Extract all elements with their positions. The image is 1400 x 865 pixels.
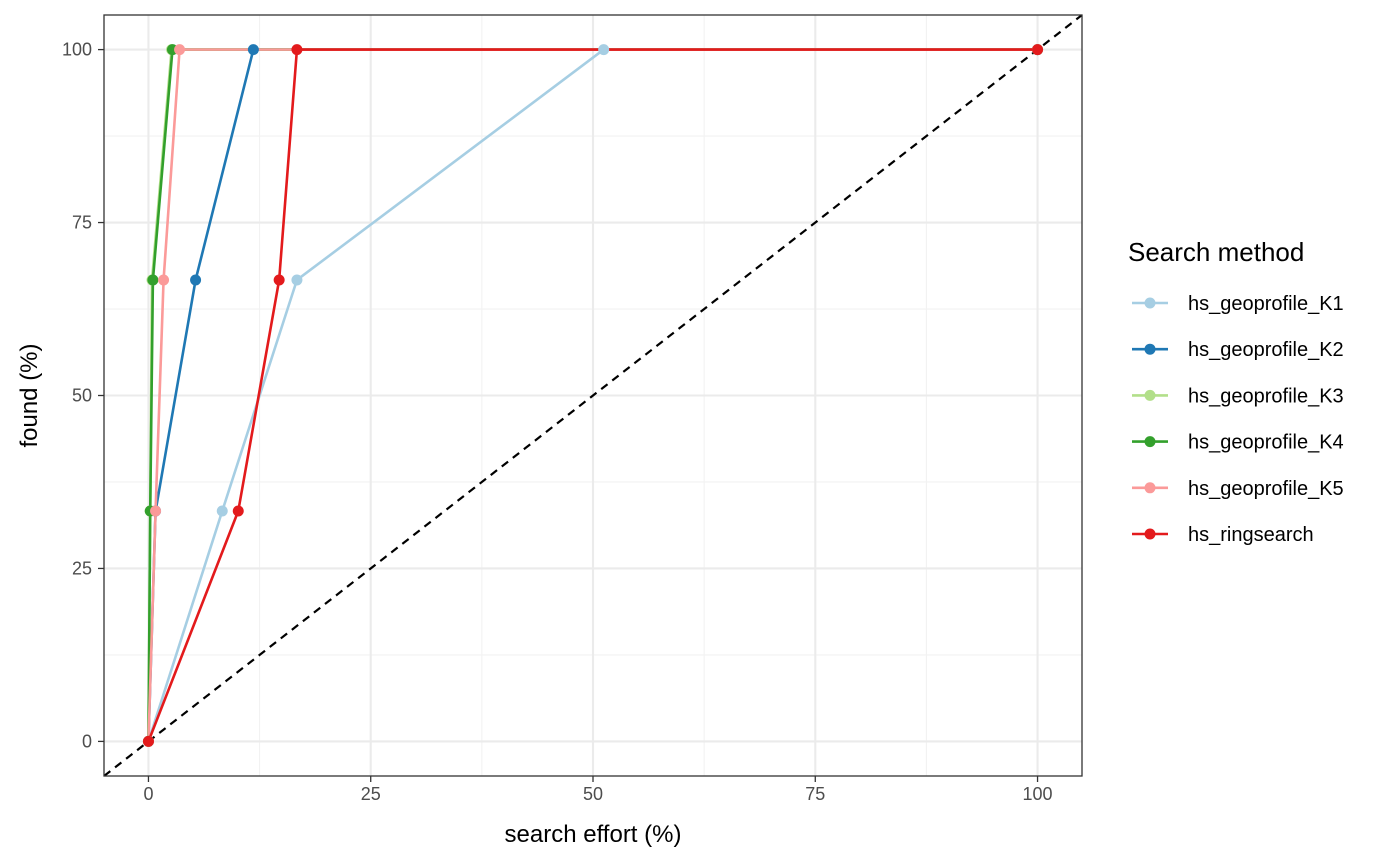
data-point-hs_geoprofile_K2: [247, 44, 259, 56]
legend-label: hs_geoprofile_K3: [1188, 385, 1344, 407]
legend-label: hs_geoprofile_K1: [1188, 293, 1344, 315]
legend-item-hs_geoprofile_K1: hs_geoprofile_K1: [1132, 293, 1344, 315]
legend-label: hs_geoprofile_K4: [1188, 432, 1344, 454]
x-tick-label: 50: [583, 784, 603, 804]
legend-key-point: [1144, 343, 1156, 355]
y-tick-label: 25: [72, 558, 92, 578]
legend-title: Search method: [1128, 237, 1304, 267]
data-point-hs_geoprofile_K1: [216, 505, 228, 517]
data-point-hs_ringsearch: [142, 735, 154, 747]
reference-line-diagonal: [104, 15, 1082, 776]
data-point-hs_geoprofile_K1: [598, 44, 610, 56]
legend-item-hs_geoprofile_K2: hs_geoprofile_K2: [1132, 339, 1344, 361]
x-tick-label: 100: [1023, 784, 1053, 804]
data-point-hs_ringsearch: [273, 274, 285, 286]
data-point-hs_ringsearch: [232, 505, 244, 517]
legend: Search method hs_geoprofile_K1 hs_geoprofi…: [1128, 237, 1344, 546]
x-axis-title: search effort (%): [505, 821, 682, 848]
data-point-hs_geoprofile_K5: [158, 274, 170, 286]
data-point-hs_ringsearch: [291, 44, 303, 56]
legend-key-point: [1144, 297, 1156, 309]
y-tick-label: 0: [82, 731, 92, 751]
data-point-hs_geoprofile_K1: [291, 274, 303, 286]
legend-key-point: [1144, 482, 1156, 494]
data-point-hs_geoprofile_K5: [174, 44, 186, 56]
legend-key-point: [1144, 389, 1156, 401]
legend-label: hs_ringsearch: [1188, 524, 1314, 546]
legend-key-point: [1144, 436, 1156, 448]
x-tick-label: 0: [143, 784, 153, 804]
x-tick-label: 75: [805, 784, 825, 804]
data-point-hs_geoprofile_K4: [147, 274, 159, 286]
data-point-hs_geoprofile_K5: [150, 505, 162, 517]
y-tick-label: 75: [72, 213, 92, 233]
legend-label: hs_geoprofile_K5: [1188, 478, 1344, 500]
legend-item-hs_ringsearch: hs_ringsearch: [1132, 524, 1314, 546]
plot-panel: [103, 14, 1083, 777]
y-tick-label: 50: [72, 386, 92, 406]
legend-item-hs_geoprofile_K3: hs_geoprofile_K3: [1132, 385, 1344, 407]
y-tick-label: 100: [62, 40, 92, 60]
legend-key-point: [1144, 528, 1156, 540]
legend-item-hs_geoprofile_K5: hs_geoprofile_K5: [1132, 478, 1344, 500]
plot-area: [104, 15, 1082, 776]
legend-label: hs_geoprofile_K2: [1188, 339, 1344, 361]
axes: 0 25 50 75 100 0 25 50 75 100 search effort (%) fou…: [16, 40, 1053, 848]
data-point-hs_ringsearch: [1032, 44, 1044, 56]
data-point-hs_geoprofile_K2: [190, 274, 202, 286]
legend-item-hs_geoprofile_K4: hs_geoprofile_K4: [1132, 432, 1344, 454]
x-tick-label: 25: [361, 784, 381, 804]
y-axis-title: found (%): [16, 343, 43, 447]
